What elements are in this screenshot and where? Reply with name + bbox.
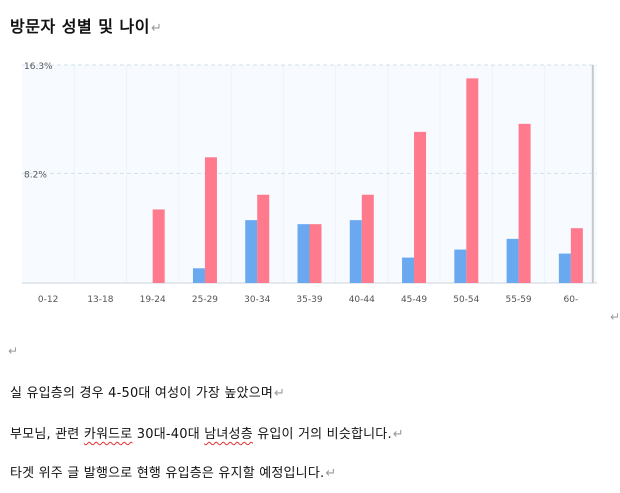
bar-series-1 [402,257,415,283]
bar-series-1 [558,253,571,283]
empty-paragraph-mark-icon: ↵ [8,344,19,358]
bar-series-1 [297,224,310,283]
spellcheck-word: 카워드로 [83,427,133,442]
x-tick-label: 40-44 [349,295,375,305]
x-tick-label: 45-49 [401,295,427,305]
bar-series-2 [518,123,531,284]
paragraph-1: 실 유입층의 경우 4-50대 여성이 가장 높았으며↵ [10,382,285,401]
paragraph-2: 부모님, 관련 카워드로 30대-40대 남녀성층 유입이 거의 비슷합니다.↵ [10,423,404,442]
x-tick-label: 19-24 [140,295,166,305]
paragraph-2-text-a: 부모님, 관련 [10,427,84,442]
x-tick-label: 25-29 [192,295,218,305]
visitor-age-gender-chart: 16.3% 8.2% 0-12 13-18 19-24 25-29 30-34 35-39 40… [0,55,620,315]
paragraph-3: 타겟 위주 글 발행으로 현행 유입층은 유지할 예정입니다.↵ [10,462,336,481]
bar-series-1 [245,220,258,283]
paragraph-3-text: 타겟 위주 글 발행으로 현행 유입층은 유지할 예정입니다. [10,466,325,481]
paragraph-mark-icon: ↵ [610,310,620,324]
heading-text: 방문자 성별 및 나이 [10,17,150,36]
x-tick-label: 55-59 [506,295,532,305]
bar-series-1 [349,220,362,283]
bar-series-2 [570,228,583,283]
spellcheck-word: 남녀성층 [204,427,253,442]
x-tick-label: 50-54 [453,295,479,305]
paragraph-mark-icon: ↵ [274,386,286,401]
chart-svg: 16.3% 8.2% 0-12 13-18 19-24 25-29 30-34 35-39 40… [22,62,597,305]
paragraph-mark-icon: ↵ [150,21,163,36]
bar-series-1 [454,249,467,283]
x-tick-label: 0-12 [38,295,58,305]
bar-series-1 [192,268,205,283]
bar-series-2 [414,131,427,283]
bar-series-1 [506,238,519,283]
x-tick-label: 13-18 [87,295,113,305]
section-heading: 방문자 성별 및 나이↵ [10,13,162,37]
x-tick-label: 35-39 [296,295,322,305]
bar-series-2 [309,224,322,283]
x-tick-label: 30-34 [244,295,270,305]
y-tick-label: 16.3% [24,62,53,72]
bar-series-2 [466,78,479,283]
paragraph-2-text-c: 유입이 거의 비슷합니다. [252,427,392,442]
paragraph-1-text: 실 유입층의 경우 4-50대 여성이 가장 높았으며 [10,386,274,401]
x-tick-label: 60- [564,295,579,305]
paragraph-mark-icon: ↵ [325,466,337,481]
bar-series-2 [361,194,374,283]
bar-series-2 [204,157,217,283]
bar-series-2 [152,209,165,283]
bar-series-2 [257,194,270,283]
paragraph-2-text-b: 30대-40대 [132,427,205,442]
y-tick-label: 8.2% [24,170,47,180]
paragraph-mark-icon: ↵ [392,427,404,442]
